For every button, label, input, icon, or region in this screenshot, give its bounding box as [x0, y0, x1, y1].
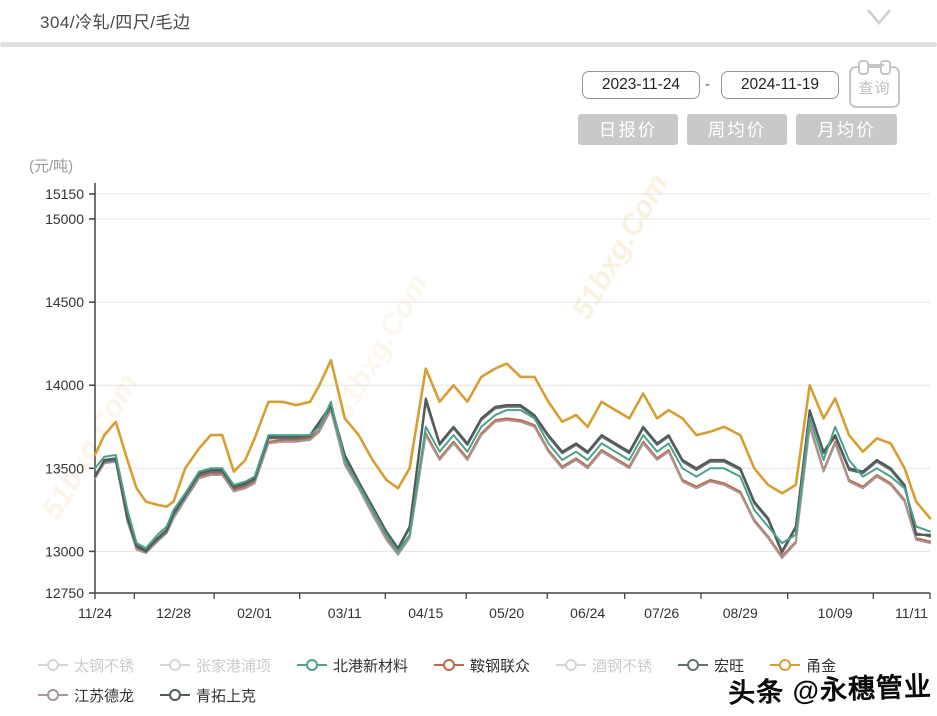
series-line	[94, 400, 931, 553]
calendar-icon	[869, 64, 884, 66]
legend-line-marker-icon	[38, 659, 68, 671]
x-axis-tick-label: 08/29	[723, 605, 758, 621]
legend-row: 太钢不锈 张家港浦项 北港新材料 鞍钢联众 酒钢不锈 宏旺 甬金	[38, 650, 918, 680]
series-line	[94, 407, 931, 558]
chart-svg: 12750 13000 13500 14000 14500 15000 15150 11/24…	[45, 183, 932, 621]
legend-row: 江苏德龙 青拓上克	[38, 680, 918, 710]
legend-item-label: 青拓上克	[196, 687, 257, 705]
legend-item-2[interactable]: 北港新材料	[297, 655, 408, 676]
monthly-average-button[interactable]: 月均价	[796, 114, 897, 145]
legend-item-1[interactable]: 张家港浦项	[160, 655, 271, 676]
end-date-input[interactable]	[721, 71, 839, 99]
legend-item-label: 江苏德龙	[74, 687, 135, 705]
y-axis-tick-label: 12750	[45, 585, 84, 601]
x-axis-tick-label: 03/11	[328, 605, 362, 621]
y-axis-tick-label: 15150	[45, 186, 84, 202]
date-range-separator: -	[705, 76, 710, 93]
page-title: 304/冷轧/四尺/毛边	[40, 13, 191, 32]
legend-item-8[interactable]: 青拓上克	[160, 685, 256, 706]
series-line	[93, 397, 932, 553]
daily-price-button[interactable]: 日报价	[578, 114, 678, 145]
x-axis-tick-label: 04/15	[408, 605, 443, 621]
x-axis-tick-label: 12/28	[156, 605, 191, 621]
x-axis-tick-label: 10/09	[818, 605, 853, 621]
legend-item-7[interactable]: 江苏德龙	[38, 685, 134, 706]
legend-line-marker-icon	[556, 659, 587, 671]
legend-item-3[interactable]: 鞍钢联众	[434, 655, 530, 676]
legend-item-4[interactable]: 酒钢不锈	[556, 655, 652, 676]
legend-item-5[interactable]: 宏旺	[678, 655, 744, 676]
legend-item-0[interactable]: 太钢不锈	[38, 655, 134, 676]
legend-line-marker-icon	[770, 659, 801, 671]
x-axis-tick-label: 05/20	[489, 605, 524, 621]
x-axis-tick-label: 11/24	[78, 605, 112, 621]
legend-line-marker-icon	[38, 689, 68, 701]
x-axis-tick-label: 11/11	[895, 605, 928, 621]
legend-item-6[interactable]: 甬金	[770, 655, 836, 676]
y-axis-tick-label: 15000	[45, 211, 84, 227]
start-date-input[interactable]	[582, 71, 700, 99]
y-axis-tick-label: 13000	[45, 543, 84, 559]
query-button-label: 查询	[858, 79, 891, 97]
x-axis-tick-label: 02/01	[237, 605, 272, 621]
series-line	[93, 358, 932, 520]
chevron-down-icon[interactable]	[865, 6, 893, 28]
legend-item-label: 鞍钢联众	[470, 657, 531, 675]
y-axis-unit-label: (元/吨)	[29, 158, 74, 175]
x-axis-tick-label: 07/26	[644, 605, 679, 621]
query-button[interactable]: 查询	[849, 60, 900, 108]
legend-line-marker-icon	[160, 689, 191, 701]
calendar-icon	[880, 60, 891, 75]
legend-line-marker-icon	[297, 659, 328, 671]
y-axis-tick-label: 14000	[45, 377, 84, 393]
legend-line-marker-icon	[160, 659, 191, 671]
legend-line-marker-icon	[434, 659, 465, 671]
price-line-chart: 12750 13000 13500 14000 14500 15000 15150 11/24…	[0, 175, 937, 635]
chart-legend: 太钢不锈 张家港浦项 北港新材料 鞍钢联众 酒钢不锈 宏旺 甬金江苏德龙 青拓上克	[38, 650, 918, 710]
header-divider	[0, 42, 937, 47]
y-axis-tick-label: 13500	[45, 460, 84, 476]
weekly-average-button[interactable]: 周均价	[687, 114, 787, 145]
legend-item-label: 北港新材料	[333, 657, 409, 675]
legend-item-label: 酒钢不锈	[592, 657, 653, 675]
y-axis-tick-label: 14500	[45, 294, 84, 310]
toutiao-watermark: 头条 @永穗管业	[727, 671, 933, 709]
series-line	[94, 409, 931, 560]
x-axis-tick-label: 06/24	[570, 605, 605, 621]
legend-item-label: 宏旺	[714, 657, 745, 675]
legend-item-label: 张家港浦项	[196, 657, 272, 675]
legend-item-label: 甬金	[806, 657, 837, 675]
legend-line-marker-icon	[678, 659, 709, 671]
calendar-icon	[858, 60, 869, 75]
legend-item-label: 太钢不锈	[74, 657, 135, 675]
